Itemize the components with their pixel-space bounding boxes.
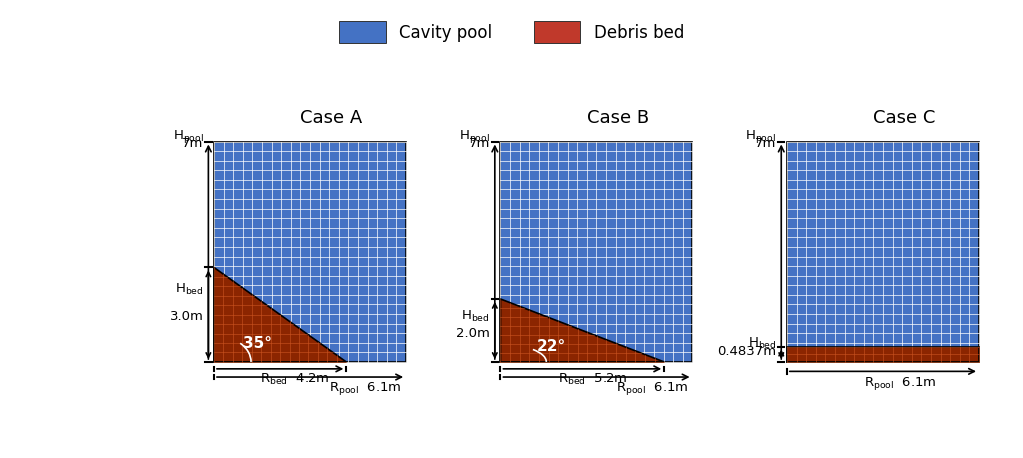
Text: 35°: 35°	[243, 336, 272, 350]
Text: 22°: 22°	[536, 339, 566, 354]
Legend: Cavity pool, Debris bed: Cavity pool, Debris bed	[333, 16, 690, 48]
Text: 2.0m: 2.0m	[456, 327, 490, 340]
Text: Case B: Case B	[587, 109, 649, 127]
Bar	[787, 142, 979, 362]
Text: H$_{\rm pool}$: H$_{\rm pool}$	[173, 128, 204, 145]
Text: R$_{\rm pool}$  6.1m: R$_{\rm pool}$ 6.1m	[616, 380, 688, 397]
Text: R$_{\rm bed}$  5.2m: R$_{\rm bed}$ 5.2m	[558, 372, 627, 387]
Polygon shape	[214, 267, 346, 362]
Text: H$_{\rm bed}$: H$_{\rm bed}$	[461, 308, 490, 323]
Text: Case A: Case A	[301, 109, 363, 127]
Text: 0.4837m: 0.4837m	[717, 345, 776, 358]
Text: 7m: 7m	[469, 137, 490, 150]
Text: H$_{\rm bed}$: H$_{\rm bed}$	[748, 336, 776, 351]
Bar	[787, 347, 979, 362]
Text: R$_{\rm bed}$  4.2m: R$_{\rm bed}$ 4.2m	[260, 372, 329, 387]
Text: 7m: 7m	[755, 137, 776, 150]
Text: 3.0m: 3.0m	[170, 310, 204, 323]
Bar	[214, 142, 406, 362]
Polygon shape	[500, 299, 664, 362]
Text: Case C: Case C	[874, 109, 936, 127]
Text: H$_{\rm pool}$: H$_{\rm pool}$	[459, 128, 490, 145]
Text: R$_{\rm pool}$  6.1m: R$_{\rm pool}$ 6.1m	[329, 380, 402, 397]
Text: R$_{\rm pool}$  6.1m: R$_{\rm pool}$ 6.1m	[863, 375, 936, 392]
Text: H$_{\rm bed}$: H$_{\rm bed}$	[175, 282, 204, 297]
Text: H$_{\rm pool}$: H$_{\rm pool}$	[746, 128, 776, 145]
Text: 7m: 7m	[182, 137, 204, 150]
Bar	[500, 142, 693, 362]
